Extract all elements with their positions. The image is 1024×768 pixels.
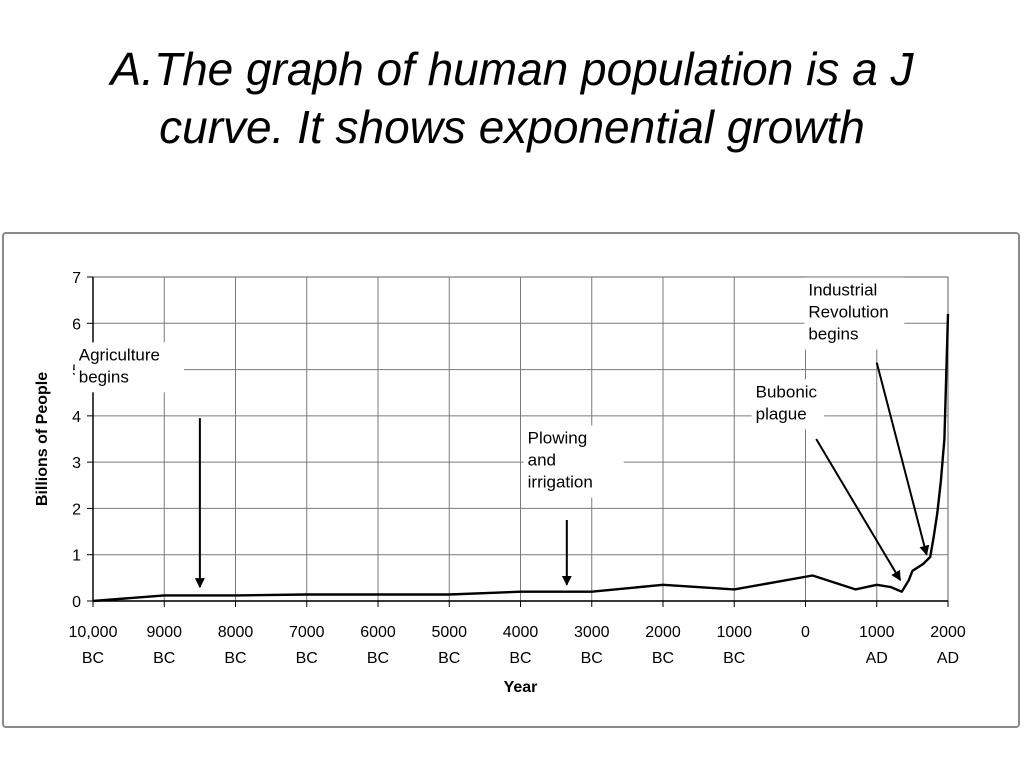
y-tick-label: 2 [72, 501, 81, 518]
y-tick-label: 0 [72, 594, 81, 611]
x-tick-era-label: BC [153, 650, 175, 667]
x-tick-label: 3000 [574, 624, 610, 641]
x-tick-era-label: BC [652, 650, 674, 667]
x-tick-label: 8000 [218, 624, 254, 641]
y-tick-label: 3 [72, 455, 81, 472]
x-tick-label: 0 [801, 624, 810, 641]
annotation-label: and [528, 451, 556, 470]
x-axis-label: Year [504, 679, 538, 696]
series-lines [92, 313, 950, 603]
y-axis-label: Billions of People [34, 372, 51, 506]
x-tick-era-label: BC [296, 650, 318, 667]
x-tick-label: 1000 [859, 624, 895, 641]
x-tick-label: 2000 [645, 624, 681, 641]
population-series-line [92, 313, 950, 603]
chart-axes [87, 276, 949, 607]
y-tick-labels: 01234567 [72, 270, 81, 611]
annotation-background [74, 342, 184, 393]
x-tick-era-label: BC [509, 650, 531, 667]
x-tick-label: 1000 [716, 624, 752, 641]
annotation-label: plague [756, 404, 807, 423]
x-tick-label: 10,000 [69, 624, 118, 641]
annotation-background [751, 379, 825, 430]
annotation-label: Bubonic [756, 382, 818, 401]
y-tick-label: 4 [72, 409, 81, 426]
annotation-label: Industrial [808, 281, 877, 300]
x-tick-label: 6000 [360, 624, 396, 641]
x-tick-era-label: BC [224, 650, 246, 667]
x-tick-label: 4000 [503, 624, 539, 641]
annotation-label: begins [79, 367, 129, 386]
x-tick-era-label: AD [937, 650, 959, 667]
x-tick-era-label: BC [367, 650, 389, 667]
slide-title-line-1: A.The graph of human population is a J [110, 43, 914, 95]
annotation-label: irrigation [528, 473, 593, 492]
x-tick-label: 7000 [289, 624, 325, 641]
annotations: Agriculture begins Plowing and irrigation Bub… [74, 277, 930, 589]
annotation-arrow [815, 438, 902, 582]
annotation-background [523, 425, 624, 498]
annotation-label: Revolution [808, 303, 888, 322]
slide-title-line-2: curve. It shows exponential growth [159, 101, 865, 153]
y-tick-label: 7 [72, 270, 81, 287]
y-tick-label: 6 [72, 316, 81, 333]
x-tick-era-label: BC [581, 650, 603, 667]
x-tick-label: 9000 [146, 624, 182, 641]
y-tick-label: 1 [72, 548, 81, 565]
x-tick-era-label: BC [723, 650, 745, 667]
x-tick-label: 2000 [930, 624, 966, 641]
x-tick-era-label: AD [866, 650, 888, 667]
x-tick-era-label: BC [82, 650, 104, 667]
x-tick-era-label: BC [438, 650, 460, 667]
annotation-label: Agriculture [79, 345, 160, 364]
x-tick-labels: 10,000 BC 9000 BC 8000 BC 7000 BC 6000 BC 5000 BC 40… [69, 624, 966, 667]
annotation-label: begins [808, 325, 858, 344]
slide-title: A.The graph of human population is a J c… [0, 40, 1024, 156]
annotation-label: Plowing [528, 429, 588, 448]
x-tick-label: 5000 [431, 624, 467, 641]
annotation-background [804, 277, 905, 350]
annotation-arrow [875, 362, 930, 556]
